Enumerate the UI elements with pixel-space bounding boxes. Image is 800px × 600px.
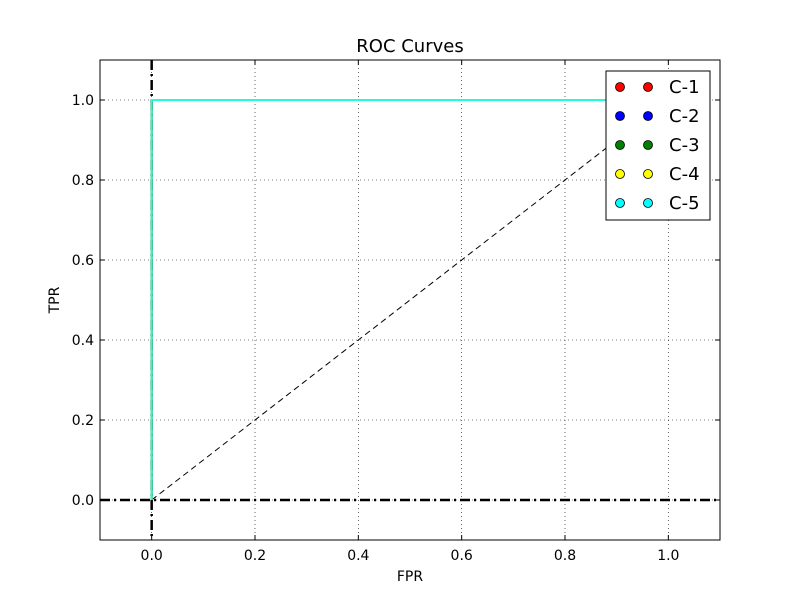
diagonal-reference-line <box>151 99 669 501</box>
x-tick-label: 1.0 <box>657 548 679 564</box>
legend-marker <box>643 111 653 121</box>
x-tick-label: 0.0 <box>141 548 163 564</box>
legend-marker <box>643 82 653 92</box>
series-line-c-5 <box>150 99 669 500</box>
legend-marker <box>643 140 653 150</box>
legend-marker <box>615 111 625 121</box>
y-tick-label: 1.0 <box>72 93 94 109</box>
plot-frame <box>99 59 721 541</box>
y-axis-ticks: 0.0 0.2 0.4 0.6 0.8 1.0 <box>72 93 720 509</box>
legend-marker <box>615 169 625 179</box>
y-tick-label: 0.4 <box>72 333 94 349</box>
legend-label: C-1 <box>669 77 700 98</box>
x-tick-label: 0.4 <box>347 548 369 564</box>
legend-item: C-4 <box>615 164 700 185</box>
legend-label: C-4 <box>669 164 700 185</box>
y-axis-label: TPR <box>47 286 63 314</box>
legend-items: C-1 C-2 C-3 C-4 C-5 <box>615 77 700 214</box>
legend-item: C-5 <box>615 193 700 214</box>
x-axis-ticks: 0.0 0.2 0.4 0.6 0.8 1.0 <box>141 60 679 564</box>
legend-marker <box>643 169 653 179</box>
legend-label: C-2 <box>669 106 700 127</box>
legend-item: C-1 <box>615 77 700 98</box>
legend-marker <box>643 198 653 208</box>
legend-label: C-5 <box>669 193 700 214</box>
x-tick-label: 0.6 <box>451 548 473 564</box>
series-lines <box>150 99 669 500</box>
y-tick-label: 0.8 <box>72 173 94 189</box>
legend-label: C-3 <box>669 135 700 156</box>
y-tick-label: 0.6 <box>72 253 94 269</box>
legend: C-1 C-2 C-3 C-4 C-5 <box>605 70 711 221</box>
legend-marker <box>615 82 625 92</box>
legend-item: C-2 <box>615 106 700 127</box>
legend-marker <box>615 140 625 150</box>
y-tick-label: 0.0 <box>72 493 94 509</box>
x-axis-label: FPR <box>397 569 423 585</box>
x-tick-label: 0.8 <box>554 548 576 564</box>
legend-marker <box>615 198 625 208</box>
chart-title: ROC Curves <box>356 36 463 57</box>
x-tick-label: 0.2 <box>244 548 266 564</box>
y-tick-label: 0.2 <box>72 413 94 429</box>
legend-item: C-3 <box>615 135 700 156</box>
